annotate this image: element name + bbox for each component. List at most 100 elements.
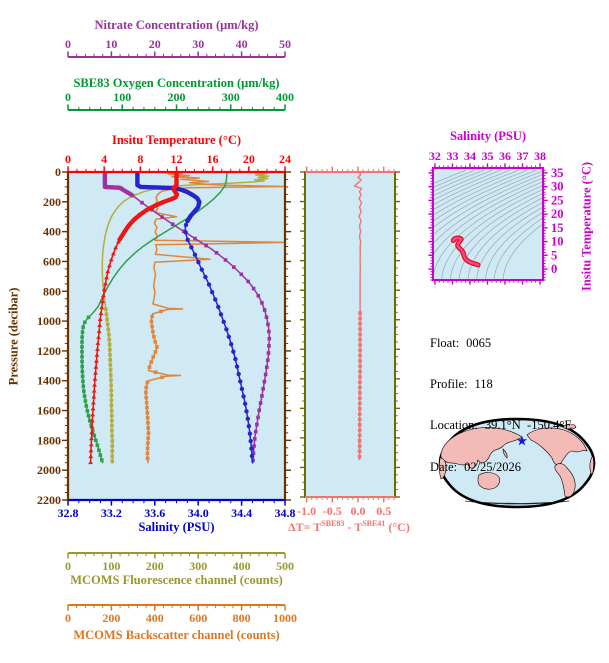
tick-label: 32: [429, 149, 441, 163]
tick-label: 35: [481, 149, 493, 163]
salinity-axis: 32.8 33.2 33.6 34.0 34.4 34.8: [58, 500, 296, 520]
tick-label: 50: [279, 37, 291, 51]
tick-label: -1.0: [297, 504, 316, 518]
map-landmass: [502, 448, 508, 459]
series-temperature-curve: [88, 172, 180, 465]
location-value: 39.1°N -150.4°E: [484, 418, 572, 433]
tick-label: -0.5: [323, 504, 342, 518]
tick-label: 0: [65, 611, 71, 625]
date-label: Date:: [430, 459, 458, 474]
tick-label: 20: [551, 207, 564, 221]
fluorescence-axis: 0 100 200 300 400 500: [65, 552, 294, 573]
tick-label: 400: [146, 611, 164, 625]
tick-label: 1800: [37, 433, 61, 447]
tick-label: 600: [43, 254, 61, 268]
salinity-axis-title: Salinity (PSU): [138, 520, 215, 534]
tick-label: 1000: [37, 314, 61, 328]
tick-label: 0: [65, 90, 71, 104]
tick-label: 10: [551, 235, 564, 249]
tick-label: 33.2: [101, 506, 122, 520]
tick-label: 12: [171, 152, 183, 166]
tick-label: 20: [243, 152, 255, 166]
ts-salinity-axis-title: Salinity (PSU): [449, 129, 527, 143]
tick-label: 37: [517, 149, 529, 163]
tick-label: 30: [551, 180, 564, 194]
profile-label: Profile:: [430, 376, 468, 391]
tick-label: 0: [65, 559, 71, 573]
tick-label: 24: [279, 152, 291, 166]
delta-t-sup-sbe83: SBE83: [321, 519, 345, 528]
date-value: 02/25/2026: [464, 459, 522, 474]
oxygen-axis: 0 100 200 300 400: [65, 90, 294, 111]
nitrate-axis-title: Nitrate Concentration (μm/kg): [94, 18, 259, 32]
ts-temperature-axis-title: Insitu Temperature (°C): [579, 161, 594, 292]
tick-label: 0: [55, 165, 61, 179]
float-label: Float:: [430, 335, 460, 350]
map-landmass: [526, 427, 588, 466]
map-landmass: [477, 472, 500, 490]
tick-label: 34.4: [231, 506, 252, 520]
tick-label: 10: [105, 37, 117, 51]
tick-label: 4: [101, 152, 107, 166]
tick-label: 16: [207, 152, 219, 166]
tick-label: 600: [189, 611, 207, 625]
float-info: Float: 0065 Profile: 118 Location: 39.1°N -…: [430, 309, 572, 502]
series-fluorescence-curve: [101, 172, 270, 464]
tick-label: 0.5: [376, 504, 391, 518]
location-label: Location:: [430, 418, 478, 433]
delta-plot-background: [305, 172, 395, 497]
tick-label: 8: [137, 152, 143, 166]
tick-label: 300: [189, 559, 207, 573]
delta-t-formula-suffix: (°C): [385, 520, 410, 534]
tick-label: 34.0: [188, 506, 209, 520]
map-landmass: [589, 455, 594, 476]
delta-t-frame: -1.0 -0.5 0.0 0.5: [297, 166, 400, 518]
tick-label: 1000: [273, 611, 297, 625]
delta-t-sup-sbe41: SBE41: [362, 519, 386, 528]
tick-label: 20: [149, 37, 161, 51]
map-landmass: [554, 463, 576, 498]
delta-t-formula-mid: - T: [344, 520, 363, 534]
map-landmass: [464, 500, 570, 505]
tick-label: 1600: [37, 404, 61, 418]
tick-label: 1200: [37, 344, 61, 358]
tick-label: 200: [146, 559, 164, 573]
tick-label: 200: [43, 195, 61, 209]
float-value: 0065: [466, 335, 492, 350]
map-landmass: [562, 423, 577, 430]
tick-label: 200: [102, 611, 120, 625]
tick-label: 0.0: [351, 504, 366, 518]
temperature-axis: 0 4 8 12 16 20 24: [65, 152, 291, 172]
tick-label: 300: [222, 90, 240, 104]
tick-label: 35: [551, 166, 564, 180]
profile-value: 118: [474, 376, 493, 391]
tick-label: 33.6: [144, 506, 165, 520]
series-salinity-curve: [135, 172, 255, 464]
tick-label: 15: [551, 221, 564, 235]
map-landmass: [440, 427, 523, 469]
delta-t-curve: [353, 172, 363, 461]
float-info-line: Location: 39.1°N -150.4°E: [430, 418, 572, 433]
tick-label: 34.8: [275, 506, 296, 520]
tick-label: 400: [276, 90, 294, 104]
backscatter-axis-title: MCOMS Backscatter channel (counts): [73, 628, 280, 642]
tick-label: 33: [446, 149, 458, 163]
float-location-star-icon: [516, 435, 528, 446]
tick-label: 0: [551, 262, 557, 276]
tick-label: 200: [168, 90, 186, 104]
delta-t-formula-prefix: ΔT= T: [288, 520, 322, 534]
tick-label: 30: [192, 37, 204, 51]
pressure-axis-title: Pressure (decibar): [6, 287, 21, 386]
tick-label: 25: [551, 193, 564, 207]
tick-label: 2000: [37, 463, 61, 477]
tick-label: 36: [499, 149, 511, 163]
tick-label: 500: [276, 559, 294, 573]
float-info-line: Profile: 118: [430, 376, 572, 392]
tick-label: 800: [43, 284, 61, 298]
delta-t-axis-title: ΔT= TSBE83 - TSBE41 (°C): [278, 519, 420, 535]
fluorescence-axis-title: MCOMS Fluorescence channel (counts): [70, 573, 283, 587]
tick-label: 800: [233, 611, 251, 625]
tick-label: 40: [236, 37, 248, 51]
